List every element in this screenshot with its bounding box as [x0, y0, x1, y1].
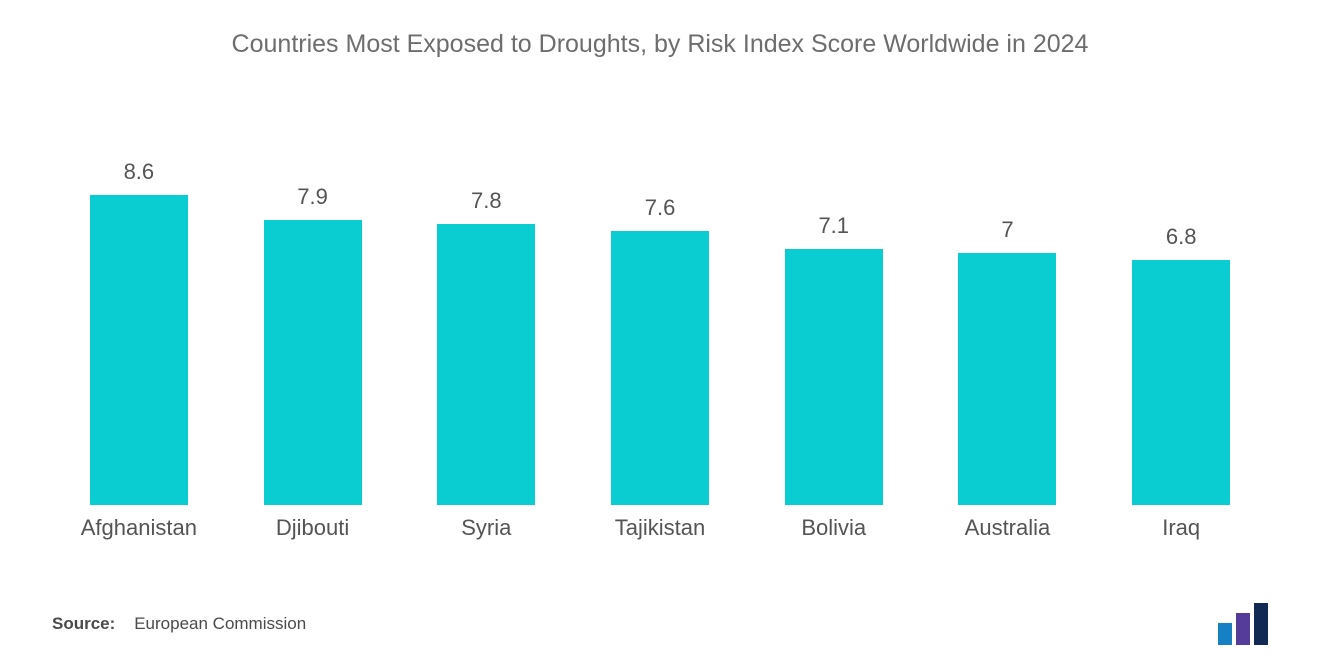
bar-value-label: 7.8 [471, 188, 502, 214]
bar-column: 7.9 [226, 184, 400, 505]
bar-column: 7.1 [747, 213, 921, 505]
bar [1132, 260, 1230, 505]
bar-column: 8.6 [52, 159, 226, 505]
bar [958, 253, 1056, 505]
logo-bar [1254, 603, 1268, 645]
x-axis-label: Iraq [1094, 515, 1268, 541]
source-line: Source: European Commission [52, 614, 306, 634]
x-axis: AfghanistanDjiboutiSyriaTajikistanBolivi… [48, 515, 1272, 541]
bar [611, 231, 709, 505]
x-axis-label: Australia [921, 515, 1095, 541]
bar [785, 249, 883, 505]
bar-column: 7.8 [399, 188, 573, 505]
source-label: Source: [52, 614, 115, 633]
bar-column: 7 [921, 217, 1095, 505]
bar-value-label: 6.8 [1166, 224, 1197, 250]
logo-bar [1218, 623, 1232, 645]
brand-logo-icon [1218, 603, 1268, 645]
x-axis-label: Syria [399, 515, 573, 541]
bar-value-label: 7.6 [645, 195, 676, 221]
x-axis-label: Afghanistan [52, 515, 226, 541]
x-axis-label: Tajikistan [573, 515, 747, 541]
bar-chart: 8.6 7.9 7.8 7.6 7.1 7 6.8 [48, 149, 1272, 505]
logo-bar [1236, 613, 1250, 645]
x-axis-label: Djibouti [226, 515, 400, 541]
bar [264, 220, 362, 505]
bar-column: 7.6 [573, 195, 747, 505]
source-text: European Commission [134, 614, 306, 633]
x-axis-label: Bolivia [747, 515, 921, 541]
bar [437, 224, 535, 505]
bar-column: 6.8 [1094, 224, 1268, 505]
bar-value-label: 8.6 [124, 159, 155, 185]
chart-title: Countries Most Exposed to Droughts, by R… [48, 30, 1272, 59]
bar-value-label: 7.9 [297, 184, 328, 210]
bar-value-label: 7 [1001, 217, 1013, 243]
bar [90, 195, 188, 505]
bar-value-label: 7.1 [818, 213, 849, 239]
